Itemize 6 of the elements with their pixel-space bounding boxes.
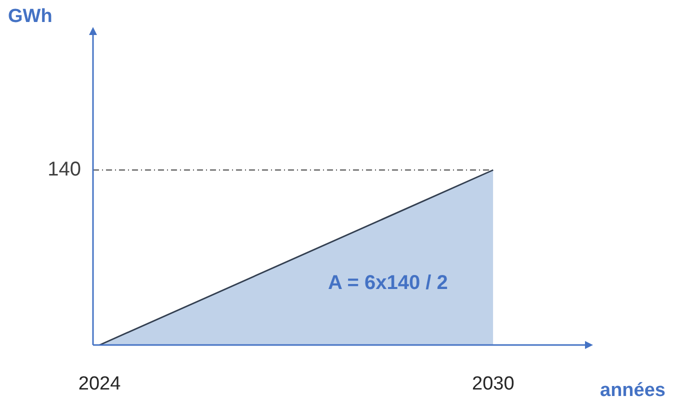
x-axis-title: années [600,380,666,402]
x-tick-label: 2024 [78,374,122,395]
y-tick-label: 140 [48,158,81,181]
x-tick-label: 2030 [472,374,514,395]
annotation: A = 6x140 / 2 [328,272,448,295]
y-axis-title: GWh [8,6,52,28]
